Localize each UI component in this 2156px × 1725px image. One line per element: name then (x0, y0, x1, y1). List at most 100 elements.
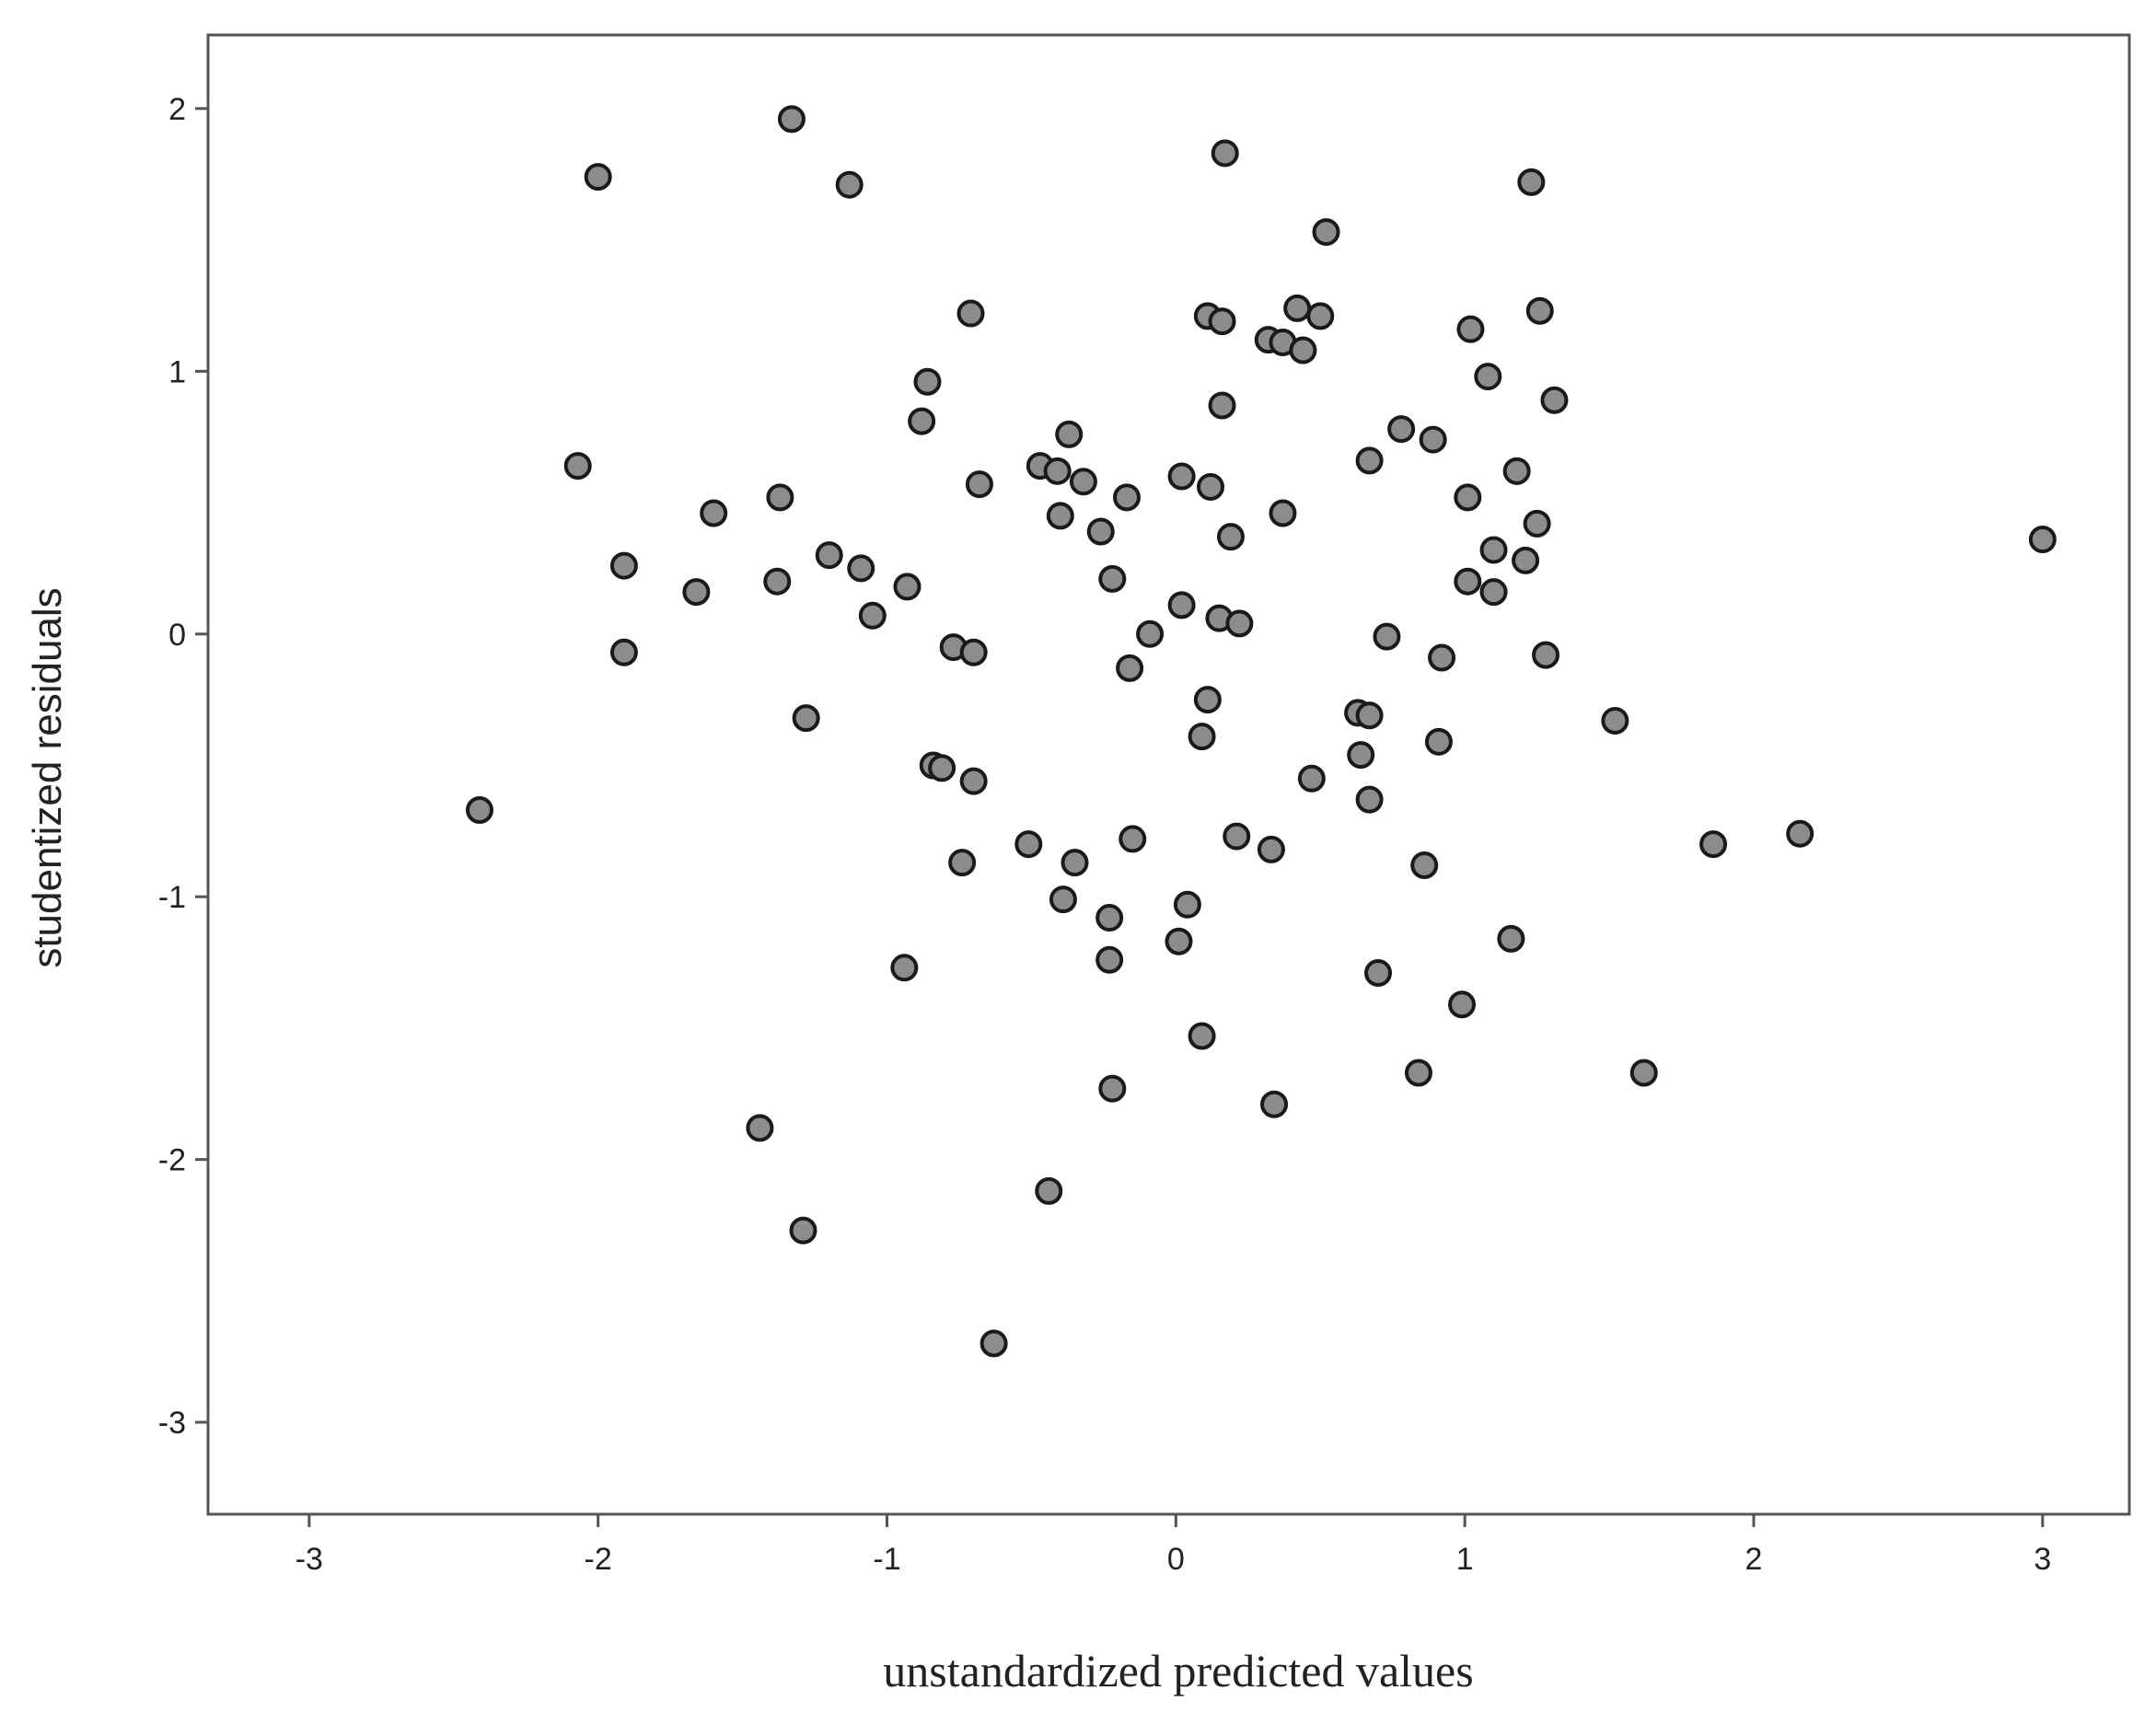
scatter-point (1112, 483, 1141, 512)
scatter-point (847, 554, 875, 583)
scatter-point (1014, 830, 1043, 859)
scatter-point (1283, 294, 1312, 322)
scatter-point (1095, 945, 1124, 974)
scatter-point (789, 1216, 817, 1245)
scatter-point (1404, 1059, 1432, 1087)
scatter-point (1297, 764, 1326, 793)
scatter-point (1193, 686, 1222, 714)
scatter-point (1136, 619, 1165, 648)
scatter-point (1098, 564, 1127, 593)
x-tick-label: 2 (1745, 1542, 1763, 1577)
scatter-point (766, 483, 794, 512)
scatter-point (1497, 924, 1525, 953)
scatter-point (1086, 517, 1115, 546)
scatter-point (1424, 727, 1453, 756)
scatter-point (792, 704, 820, 733)
scatter-point (1474, 363, 1502, 391)
scatter-point (1116, 654, 1144, 682)
scatter-point (1699, 830, 1728, 859)
scatter-point (1188, 1022, 1216, 1050)
scatter-point (1629, 1059, 1658, 1087)
scatter-point (609, 551, 638, 580)
scatter-point (2028, 526, 2057, 554)
scatter-point (584, 163, 612, 191)
scatter-point (1223, 822, 1251, 851)
scatter-point (700, 499, 728, 527)
scatter-point (1312, 218, 1340, 247)
scatter-point (1523, 509, 1551, 538)
scatter-point (1456, 315, 1485, 343)
scatter-point (1046, 502, 1074, 530)
scatter-point (979, 1329, 1008, 1358)
x-tick-label: 0 (1167, 1542, 1185, 1577)
scatter-point (1208, 391, 1236, 420)
x-tick-label: 1 (1456, 1542, 1474, 1577)
x-tick-label: -3 (296, 1542, 323, 1577)
scatter-point (1165, 927, 1193, 955)
x-axis-label: unstandardized predicted values (883, 1645, 1473, 1696)
scatter-point (563, 452, 592, 480)
plot-frame (206, 33, 2131, 1516)
y-tick-label: -1 (158, 880, 186, 915)
scatter-point (1211, 139, 1239, 168)
scatter-point (1098, 1074, 1127, 1103)
scatter-point (777, 105, 806, 133)
scatter-point (1035, 1176, 1063, 1205)
scatter-point (956, 299, 985, 328)
scatter-point (1167, 462, 1196, 491)
scatter-point (1502, 457, 1531, 485)
scatter-point (1257, 835, 1285, 863)
scatter-point (1525, 296, 1554, 325)
data-points (466, 105, 2057, 1358)
y-tick-label: -3 (158, 1406, 186, 1441)
scatter-point (1387, 415, 1416, 444)
scatter-point (1347, 741, 1375, 770)
scatter-point (1532, 641, 1560, 669)
scatter-point (1364, 959, 1393, 988)
y-tick-label: 2 (168, 92, 186, 127)
scatter-point (1355, 701, 1384, 730)
scatter-point (1454, 483, 1482, 512)
scatter-point (763, 567, 792, 596)
scatter-point (1119, 825, 1147, 853)
scatter-point (1428, 643, 1456, 672)
scatter-point (890, 954, 919, 982)
x-tick-label: -1 (873, 1542, 900, 1577)
scatter-point (1540, 386, 1569, 414)
scatter-point (466, 796, 494, 825)
scatter-point (1061, 849, 1089, 877)
scatter-point (609, 638, 638, 666)
scatter-point (1049, 886, 1077, 914)
scatter-point (908, 407, 936, 435)
scatter-point (1173, 890, 1201, 919)
x-tick-label: 3 (2034, 1542, 2051, 1577)
scatter-point (1055, 420, 1084, 448)
scatter-point (1601, 706, 1629, 735)
scatter-point (1208, 307, 1236, 336)
scatter-point (913, 367, 942, 396)
y-tick-label: -2 (158, 1143, 186, 1178)
scatter-point (746, 1114, 774, 1142)
scatter-point (948, 849, 977, 877)
scatter-point (835, 170, 864, 199)
scatter-point (1188, 723, 1216, 751)
scatter-point (1479, 578, 1508, 607)
scatter-point (1355, 785, 1384, 814)
scatter-point (1454, 567, 1482, 596)
scatter-point (1225, 609, 1254, 638)
scatter-point (1289, 336, 1317, 365)
scatter-point (965, 470, 993, 499)
scatter-point (1410, 851, 1439, 879)
scatter-point (1517, 168, 1546, 196)
x-tick-label: -2 (585, 1542, 612, 1577)
scatter-point (1355, 446, 1384, 475)
y-tick-label: 0 (168, 618, 186, 653)
scatter-point (928, 754, 956, 782)
scatter-point (1373, 622, 1401, 651)
scatter-point (682, 578, 711, 607)
scatter-point (1069, 468, 1097, 496)
scatter-point (858, 601, 887, 630)
y-axis-ticks: 2 1 0 -1 -2 -3 (158, 92, 208, 1441)
